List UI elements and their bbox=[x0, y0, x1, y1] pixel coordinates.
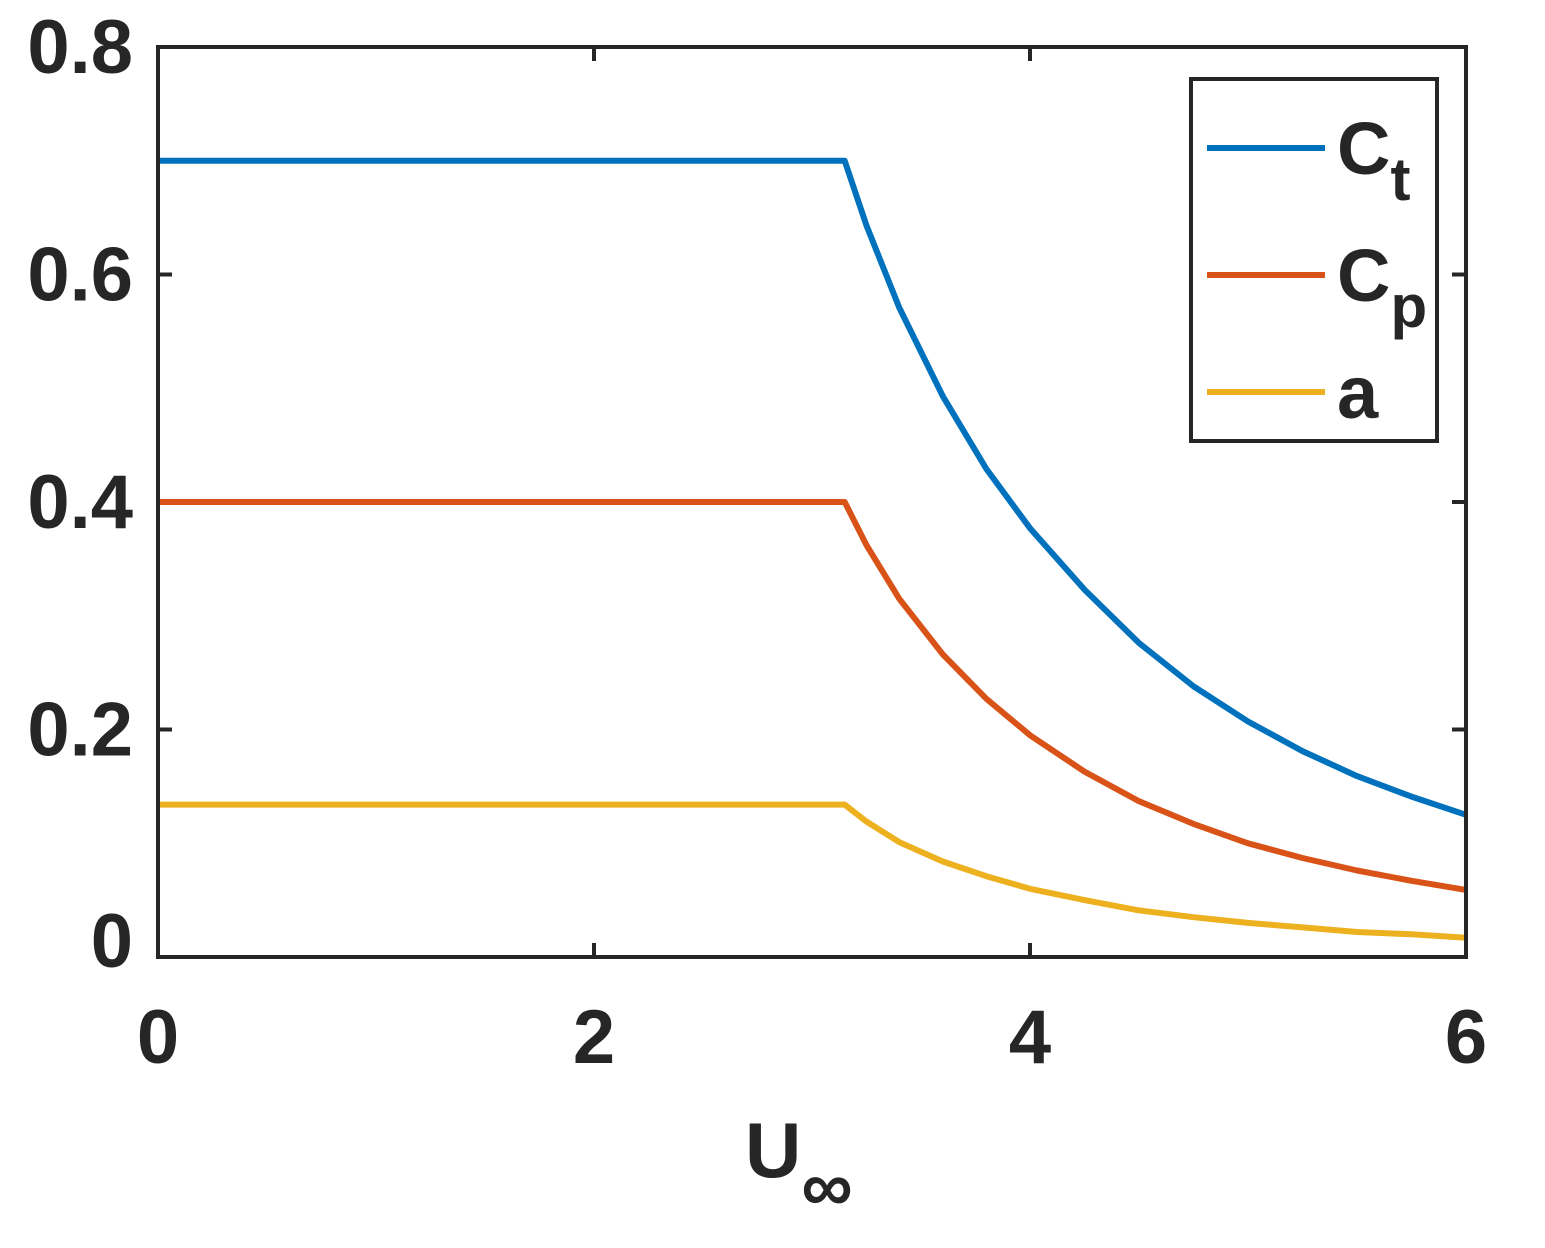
y-tick-label: 0 bbox=[91, 899, 133, 984]
x-axis-label-main: U bbox=[745, 1106, 801, 1194]
legend-label-main: C bbox=[1337, 234, 1390, 317]
x-tick-label: 0 bbox=[137, 995, 179, 1080]
x-tick-label: 4 bbox=[1009, 995, 1051, 1080]
series-line-2 bbox=[158, 499, 1467, 893]
legend-entry-label: Ct bbox=[1337, 107, 1410, 213]
legend-label-main: a bbox=[1337, 351, 1379, 434]
tick-labels-layer: 0 2 4 6 0 0.2 0.4 0.6 0.8 bbox=[27, 5, 1487, 1080]
legend-entry-label: Cp bbox=[1337, 234, 1427, 340]
x-tick-label: 6 bbox=[1445, 995, 1487, 1080]
y-tick-label: 0.6 bbox=[27, 233, 133, 318]
y-tick-label: 0.8 bbox=[27, 5, 133, 90]
y-tick-label: 0.4 bbox=[27, 460, 133, 545]
x-axis-label-sub: ∞ bbox=[801, 1147, 852, 1227]
axes-box bbox=[156, 45, 1468, 959]
x-tick-label: 2 bbox=[573, 995, 615, 1080]
legend-label-main: C bbox=[1337, 107, 1390, 190]
series-line-1 bbox=[158, 157, 1467, 818]
y-tick-label: 0.2 bbox=[27, 688, 133, 773]
legend-box bbox=[1189, 77, 1439, 443]
legend-label-sub: p bbox=[1390, 273, 1427, 340]
series-line-3 bbox=[158, 801, 1467, 941]
legend-entry-label: a bbox=[1337, 351, 1379, 434]
legend-label-sub: t bbox=[1390, 146, 1410, 213]
x-axis-label: U∞ bbox=[745, 1106, 853, 1227]
series-layer bbox=[158, 157, 1467, 941]
